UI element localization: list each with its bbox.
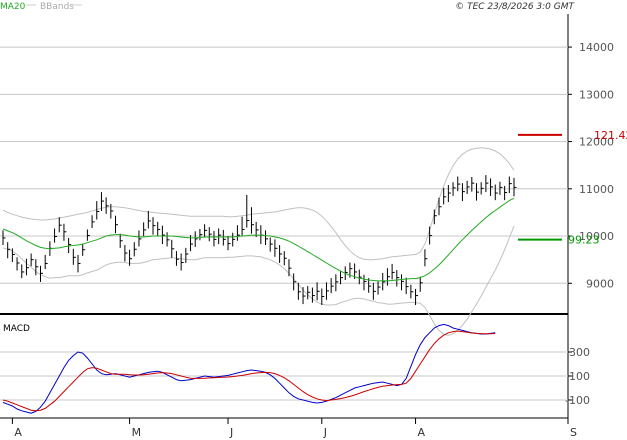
x-month-label: J — [229, 426, 233, 439]
x-month-label: J — [323, 426, 327, 439]
price-grid — [0, 46, 572, 284]
price-y-tick-label: 9000 — [586, 277, 614, 290]
macd-line — [2, 323, 496, 414]
copyright-notice: © TEC 23/8/2026 3:0 GMT — [455, 2, 575, 12]
price-y-tick-label: 13000 — [579, 88, 614, 101]
macd-signal-line — [2, 330, 496, 412]
macd-panel-title: MACD — [3, 324, 30, 334]
macd-y-tick-labels: -100 100 300 — [565, 346, 590, 407]
ma20-line — [2, 197, 515, 282]
bollinger-upper-band — [2, 147, 515, 261]
ohlc-bars — [2, 175, 517, 306]
bollinger-lower-band — [2, 225, 515, 336]
macd-y-tick-label: 300 — [569, 346, 590, 359]
legend-ma20: MA20 — [0, 2, 26, 12]
x-month-label: M — [132, 426, 142, 439]
price-y-tick-label: 14000 — [579, 41, 614, 54]
macd-y-tick-label: -100 — [565, 394, 590, 407]
macd-y-tick-label: 100 — [569, 370, 590, 383]
x-month-label: A — [14, 426, 22, 439]
support-label: 99.23 — [568, 234, 600, 247]
price-y-tick-label: 11000 — [579, 183, 614, 196]
legend-bbands: BBands — [40, 2, 74, 12]
x-month-label: S — [570, 426, 577, 439]
price-y-tick-label: 12000 — [579, 136, 614, 149]
price-y-tick-labels: 9000 10000 11000 12000 13000 14000 — [579, 41, 614, 290]
price-y-tick-label: 10000 — [579, 230, 614, 243]
macd-grid — [0, 351, 572, 401]
x-month-label: A — [418, 426, 426, 439]
resistance-label: 121.42 — [594, 129, 627, 142]
